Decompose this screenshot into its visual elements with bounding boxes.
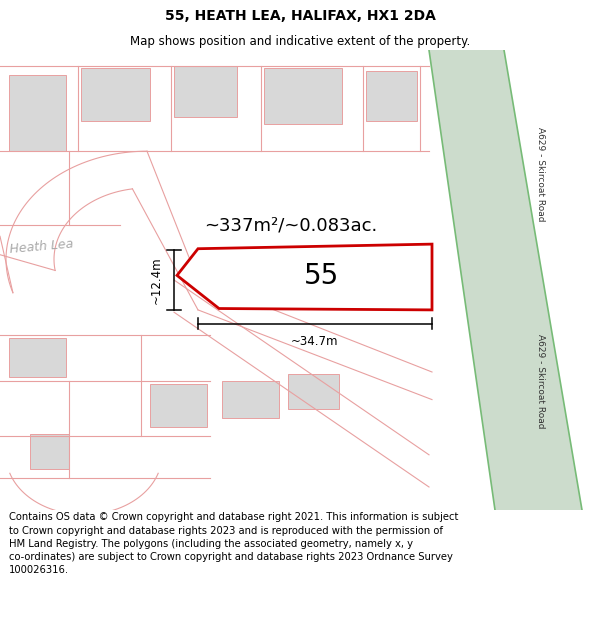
Bar [150,384,207,428]
Text: ~34.7m: ~34.7m [291,335,339,348]
Bar [222,381,279,418]
Text: Contains OS data © Crown copyright and database right 2021. This information is : Contains OS data © Crown copyright and d… [9,512,458,575]
Text: ~12.4m: ~12.4m [150,256,163,304]
Polygon shape [429,50,582,510]
Bar [81,68,150,121]
Text: A629 - Skircoat Road: A629 - Skircoat Road [536,334,545,429]
Bar [174,66,237,117]
Polygon shape [177,244,432,310]
Bar [9,75,66,151]
Bar [264,68,342,124]
Text: Map shows position and indicative extent of the property.: Map shows position and indicative extent… [130,35,470,48]
Bar [9,338,66,377]
Text: A629 - Skircoat Road: A629 - Skircoat Road [536,127,545,221]
Bar [30,434,69,469]
Bar [288,374,339,409]
Text: ~337m²/~0.083ac.: ~337m²/~0.083ac. [205,216,377,234]
Text: 55, HEATH LEA, HALIFAX, HX1 2DA: 55, HEATH LEA, HALIFAX, HX1 2DA [164,9,436,23]
Bar [366,71,417,121]
Text: 55: 55 [304,262,338,291]
Text: Heath Lea: Heath Lea [10,237,74,256]
